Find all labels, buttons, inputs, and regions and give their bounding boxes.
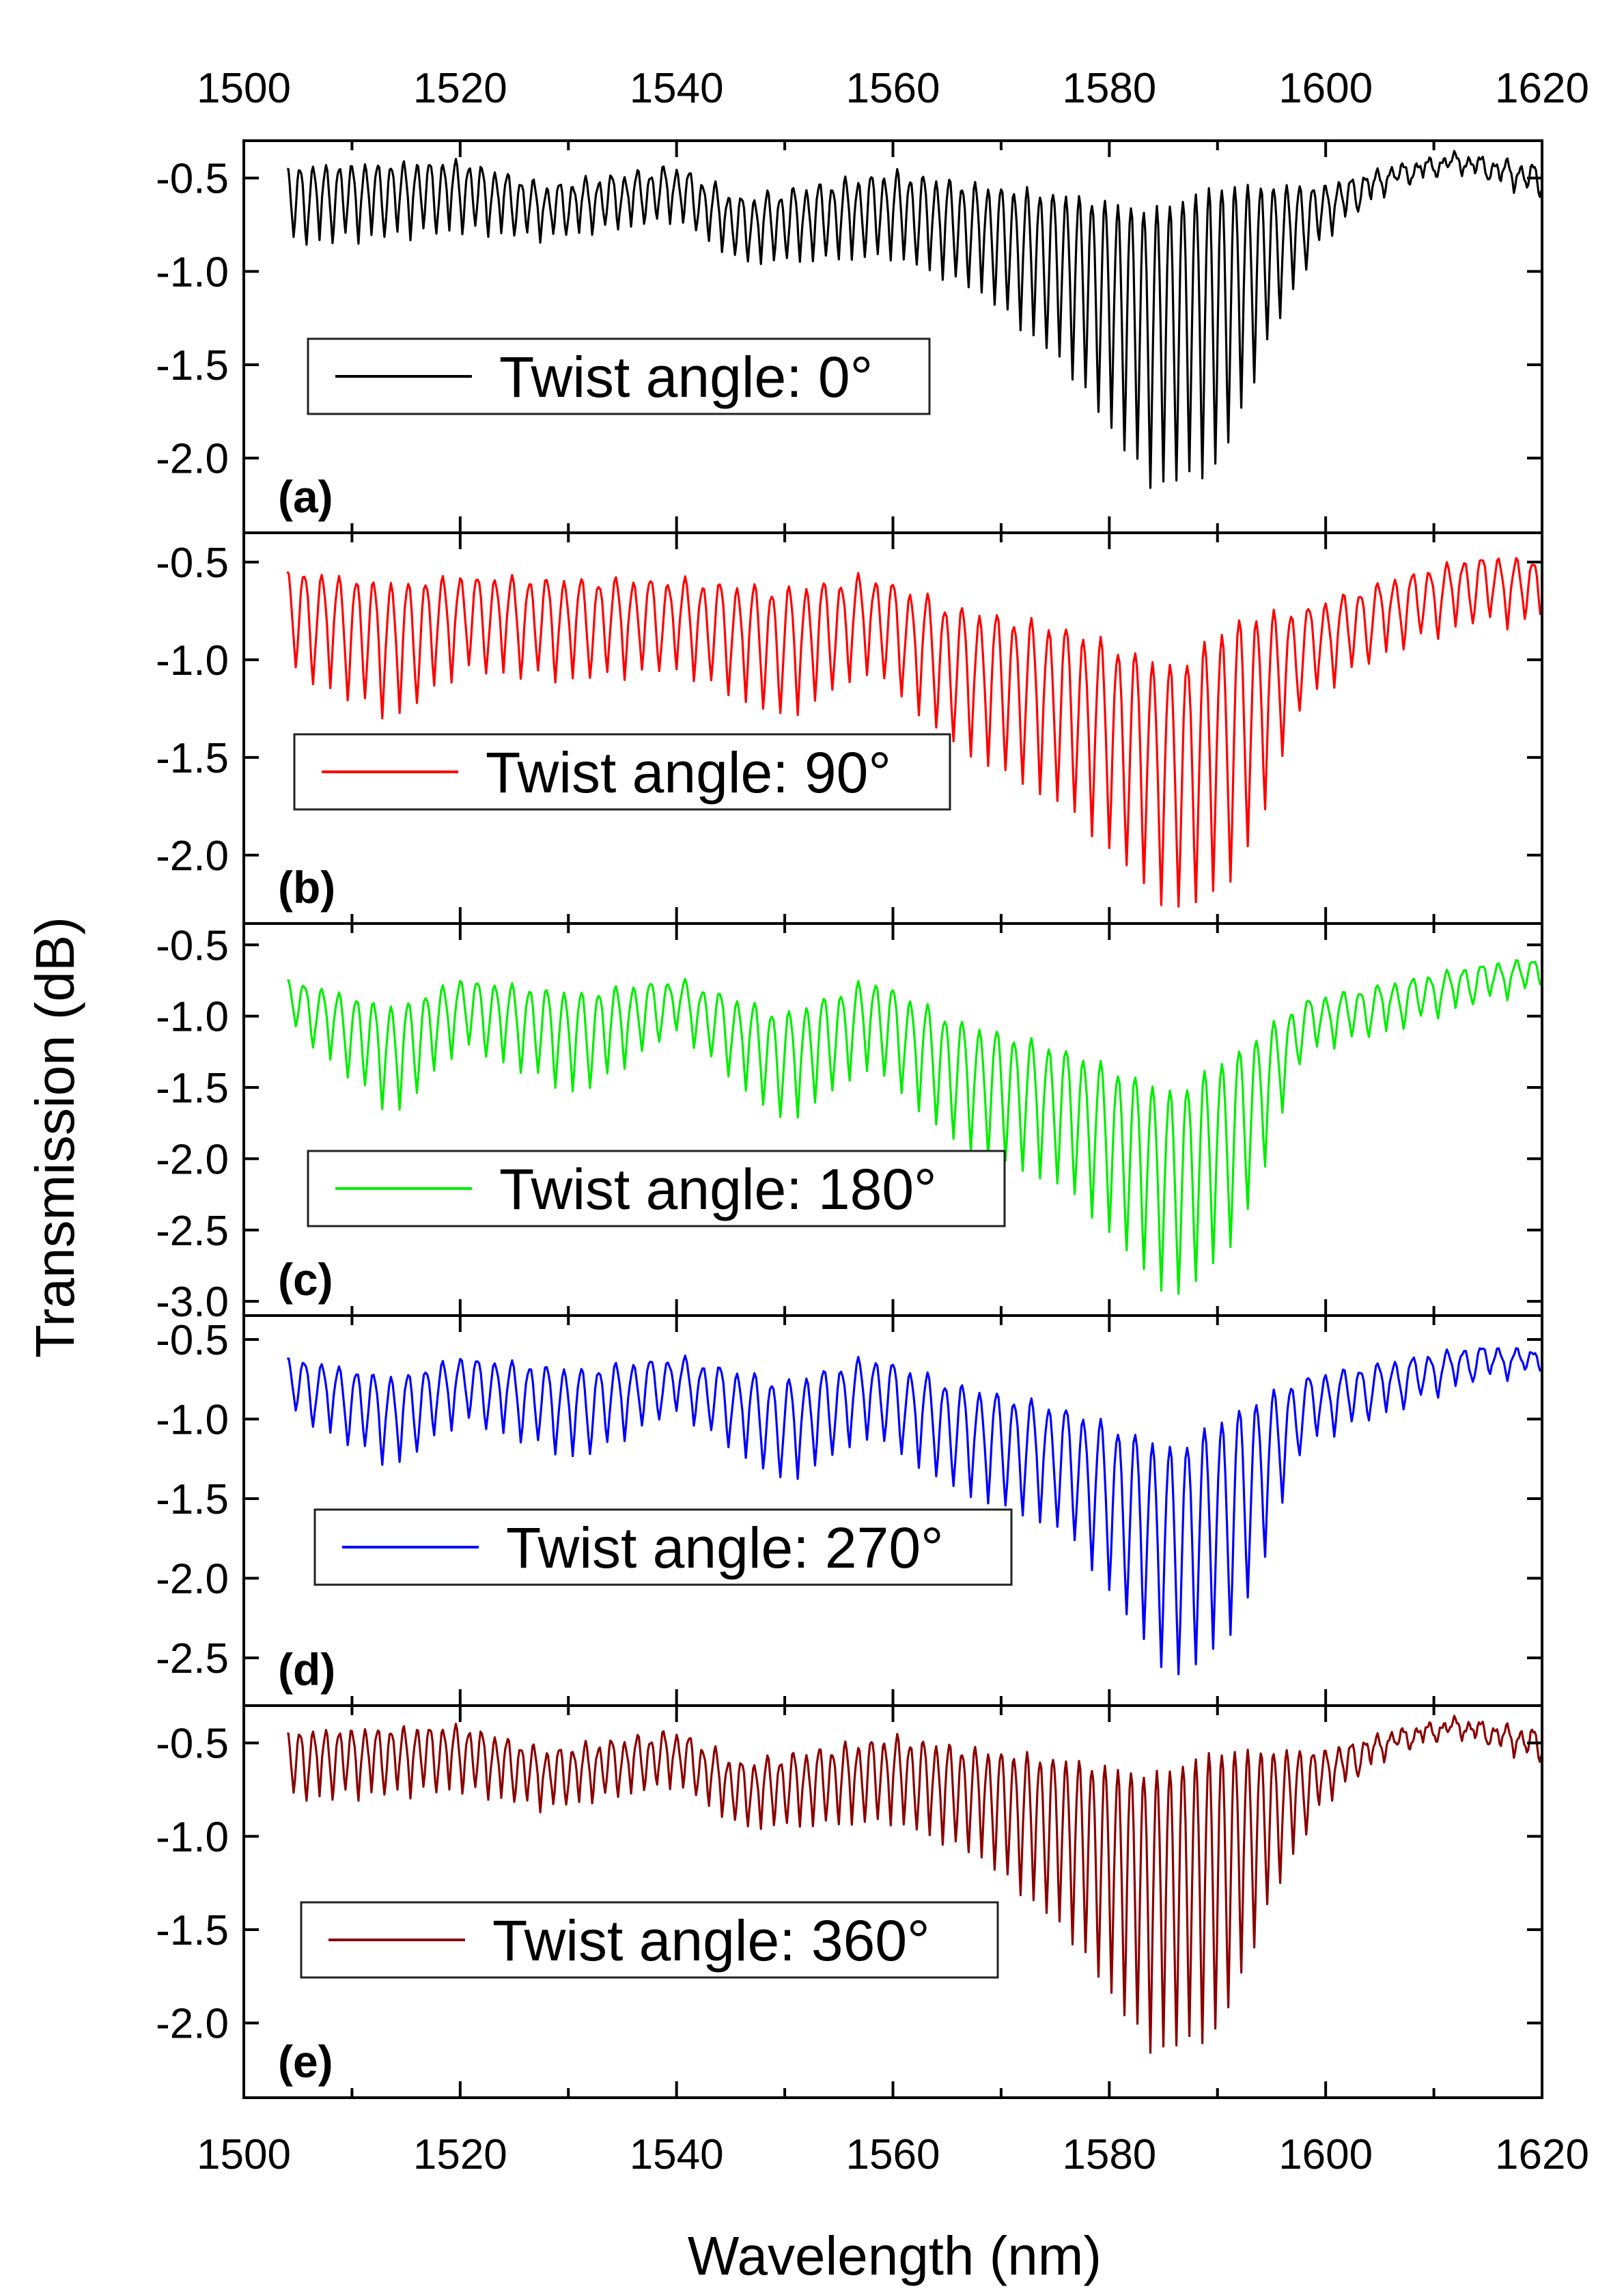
y-tick-label: -0.5 xyxy=(156,1317,229,1364)
panel-frame xyxy=(242,531,1543,925)
y-tick-label: -2.0 xyxy=(156,1136,229,1183)
y-tick-label: -2.5 xyxy=(156,1635,229,1682)
y-tick-label: -1.5 xyxy=(156,1476,229,1523)
top-x-tick-label: 1560 xyxy=(846,65,940,112)
top-x-axis: 1500 1520 1540 1560 1580 1600 1620 xyxy=(197,65,1589,112)
y-tick-label: -1.5 xyxy=(156,342,229,389)
series-line xyxy=(287,1347,1542,1676)
x-tick-label: 1620 xyxy=(1495,2131,1589,2178)
y-tick-label: -0.5 xyxy=(156,1721,229,1768)
x-tick-label: 1520 xyxy=(413,2131,507,2178)
panel-e: -0.5 -1.0 -1.5 -2.0 (e) Twist angle: 360° xyxy=(156,1704,1543,2099)
series-line xyxy=(286,150,1542,489)
y-tick-label: -1.5 xyxy=(156,735,229,782)
panel-d: -0.5 -1.0 -1.5 -2.0 -2.5 (d) Twist angle: 270° xyxy=(156,1314,1543,1707)
legend-label: Twist angle: 180° xyxy=(499,1157,937,1221)
x-tick-label: 1540 xyxy=(630,2131,724,2178)
legend-box xyxy=(307,337,931,415)
x-tick-label: 1600 xyxy=(1278,2131,1373,2178)
top-x-tick-label: 1540 xyxy=(630,65,724,112)
x-tick-label: 1580 xyxy=(1062,2131,1156,2178)
legend: Twist angle: 0° xyxy=(307,337,931,415)
x-tick-label: 1560 xyxy=(846,2131,940,2178)
legend: Twist angle: 270° xyxy=(313,1508,1013,1586)
top-x-tick-label: 1580 xyxy=(1062,65,1156,112)
top-x-tick-label: 1600 xyxy=(1278,65,1373,112)
y-tick-label: -2.0 xyxy=(156,2001,229,2048)
series-line xyxy=(286,557,1542,908)
panel-a: -0.5 -1.0 -1.5 -2.0 (a) Twist angle: 0° xyxy=(156,139,1543,534)
legend: Twist angle: 180° xyxy=(307,1150,1006,1227)
panel-frame xyxy=(242,922,1543,1317)
series-line xyxy=(287,959,1542,1295)
y-tick-label: -0.5 xyxy=(156,156,229,203)
panels: -0.5 -1.0 -1.5 -2.0 (a) Twist angle: 0° -0.5 -1… xyxy=(156,139,1543,2099)
y-tick-label: -3.0 xyxy=(156,1279,229,1326)
panel-b: -0.5 -1.0 -1.5 -2.0 (b) Twist angle: 90° xyxy=(156,531,1543,925)
y-tick-label: -2.0 xyxy=(156,833,229,880)
y-tick-label: -1.5 xyxy=(156,1065,229,1112)
panel-label: (e) xyxy=(278,2036,333,2087)
legend-label: Twist angle: 270° xyxy=(506,1516,944,1580)
y-axis-title: Transmission (dB) xyxy=(25,917,85,1358)
x-tick-label: 1500 xyxy=(197,2131,291,2178)
top-x-tick-label: 1520 xyxy=(413,65,507,112)
y-tick-label: -2.0 xyxy=(156,436,229,483)
panel-c: -0.5 -1.0 -1.5 -2.0 -2.5 -3.0 (c) Twist angle: … xyxy=(156,922,1543,1326)
top-x-tick-label: 1620 xyxy=(1495,65,1589,112)
x-axis-title: Wavelength (nm) xyxy=(688,2225,1102,2286)
bottom-x-axis: 1500 1520 1540 1560 1580 1600 1620 xyxy=(197,2131,1589,2178)
y-tick-label: -1.0 xyxy=(156,1814,229,1861)
y-tick-label: -1.5 xyxy=(156,1907,229,1954)
y-tick-label: -2.0 xyxy=(156,1556,229,1603)
y-tick-label: -0.5 xyxy=(156,540,229,587)
y-tick-label: -1.0 xyxy=(156,1396,229,1443)
top-x-tick-label: 1500 xyxy=(197,65,291,112)
y-tick-label: -1.0 xyxy=(156,637,229,684)
panel-label: (b) xyxy=(278,862,335,913)
legend: Twist angle: 360° xyxy=(300,1901,999,1979)
legend-label: Twist angle: 90° xyxy=(486,740,891,805)
panel-label: (d) xyxy=(278,1644,335,1695)
y-tick-label: -1.0 xyxy=(156,994,229,1041)
legend-label: Twist angle: 0° xyxy=(499,345,873,409)
y-tick-label: -0.5 xyxy=(156,922,229,969)
panel-label: (c) xyxy=(278,1254,333,1305)
series-line xyxy=(287,1714,1542,2054)
panel-label: (a) xyxy=(278,471,333,522)
legend-label: Twist angle: 360° xyxy=(492,1908,930,1973)
y-tick-label: -2.5 xyxy=(156,1208,229,1255)
legend: Twist angle: 90° xyxy=(293,733,951,811)
y-tick-label: -1.0 xyxy=(156,249,229,296)
